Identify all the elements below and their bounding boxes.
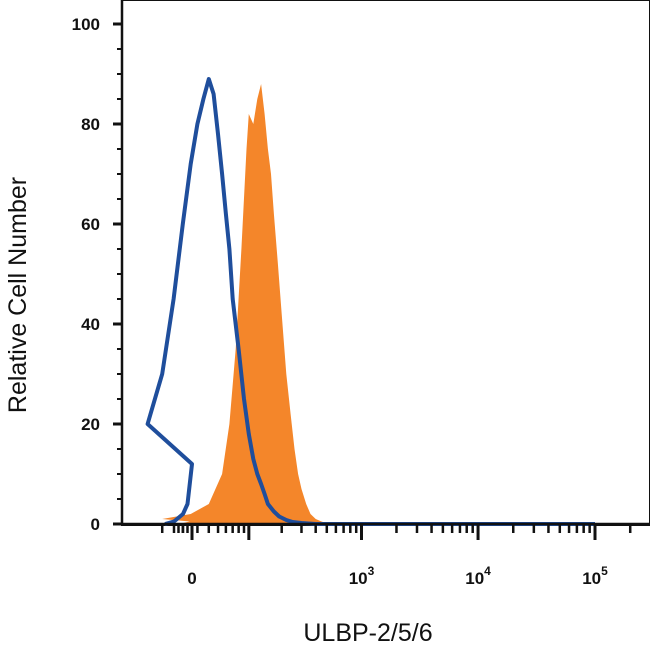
y-tick-label-0: 0 — [91, 515, 100, 534]
plot-area — [120, 0, 650, 526]
y-tick-label-100: 100 — [72, 15, 100, 34]
plot-frame — [121, 0, 650, 526]
x-tick-label-0: 0 — [187, 569, 196, 588]
series-line-1 — [145, 77, 595, 526]
y-axis-ticks: 0 20 40 60 80 100 — [72, 15, 122, 534]
series-fill-0 — [162, 84, 596, 524]
x-tick-label-100000: 105 — [582, 564, 608, 588]
y-tick-label-40: 40 — [81, 315, 100, 334]
x-axis-title: ULBP-2/5/6 — [303, 619, 432, 647]
y-axis-title: Relative Cell Number — [4, 177, 32, 413]
x-axis-ticks: 0 103 104 105 — [160, 524, 632, 588]
y-tick-label-20: 20 — [81, 415, 100, 434]
y-tick-label-60: 60 — [81, 215, 100, 234]
y-tick-label-80: 80 — [81, 115, 100, 134]
series-layer — [145, 77, 596, 526]
x-tick-label-10000: 104 — [465, 564, 491, 588]
x-tick-label-1000: 103 — [349, 564, 375, 588]
